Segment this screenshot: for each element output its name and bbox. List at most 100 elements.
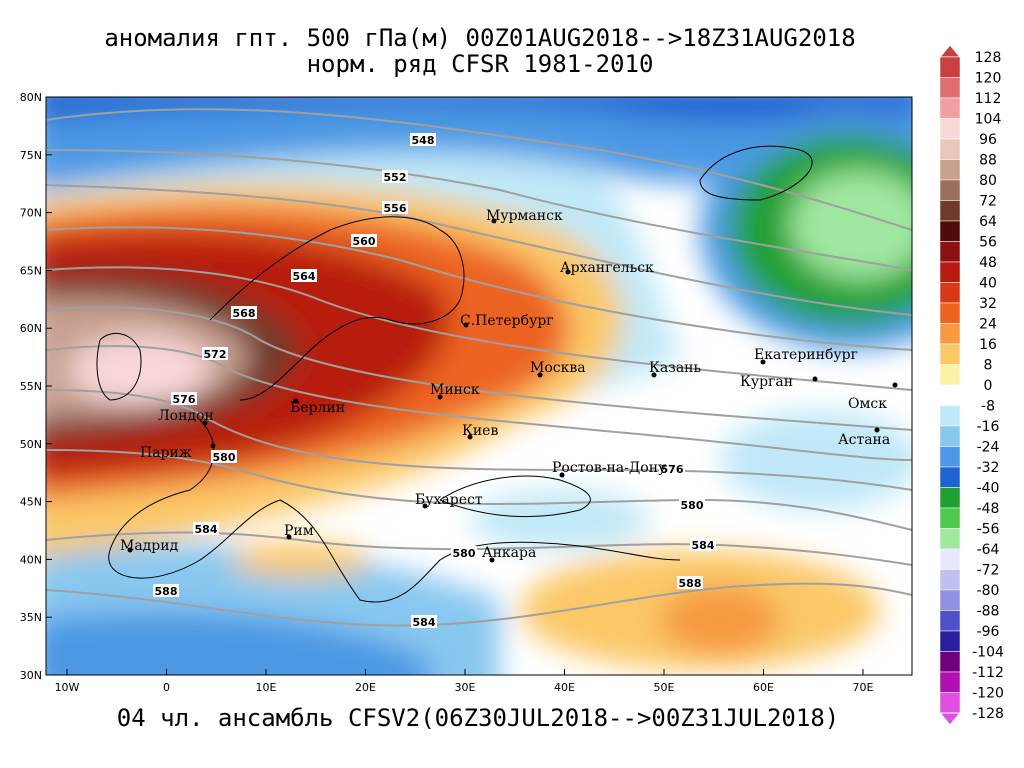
colorbar-label: 80 xyxy=(979,173,997,189)
city-label: Екатеринбург xyxy=(754,347,858,363)
lat-label: 70N xyxy=(20,207,42,220)
colorbar-label: -48 xyxy=(977,501,1000,517)
colorbar-label: -96 xyxy=(977,624,1000,640)
colorbar-label: 72 xyxy=(979,194,997,210)
city-dot xyxy=(874,427,880,433)
colorbar-label: 16 xyxy=(979,337,997,353)
colorbar-arrow-bottom xyxy=(938,712,962,726)
contour-label: 576 xyxy=(173,393,196,406)
colorbar-swatch xyxy=(939,282,961,304)
lon-label: 20E xyxy=(355,681,376,694)
city-dot xyxy=(537,372,543,378)
city-label: Мадрид xyxy=(120,538,179,554)
contour-label-bg xyxy=(451,546,477,559)
city-label: Киев xyxy=(462,423,498,439)
lat-label: 80N xyxy=(20,91,42,104)
colorbar-label: -120 xyxy=(972,686,1004,702)
city-label: Берлин xyxy=(290,400,345,416)
city-dot xyxy=(651,372,657,378)
contour-label-bg xyxy=(211,450,237,463)
lat-label: 45N xyxy=(20,496,42,509)
contour-label: 548 xyxy=(412,134,435,147)
colorbar-label: 48 xyxy=(979,255,997,271)
city-dot xyxy=(892,382,898,388)
city-dot xyxy=(437,394,443,400)
contour-label: 584 xyxy=(195,523,218,536)
lat-label: 50N xyxy=(20,438,42,451)
city-label: Ростов-на-Дону xyxy=(552,460,667,476)
colorbar-label: -112 xyxy=(972,665,1004,681)
city-label: Курган xyxy=(740,374,793,390)
contour-label: 560 xyxy=(353,235,376,248)
colorbar-label: 128 xyxy=(975,50,1002,66)
colorbar-label: 104 xyxy=(975,112,1002,128)
contour-label-bg xyxy=(193,522,219,535)
colorbar-label: -104 xyxy=(972,645,1004,661)
city-dot xyxy=(293,398,299,404)
footer: 04 чл. ансамбль CFSV2(06Z30JUL2018-->00Z… xyxy=(117,704,839,732)
city-label: Мурманск xyxy=(486,208,563,224)
lon-label: 10W xyxy=(55,681,80,694)
city-label: Париж xyxy=(140,445,192,461)
colorbar-label: 8 xyxy=(984,358,993,374)
colorbar-swatch xyxy=(939,671,961,693)
contour-label: 564 xyxy=(293,270,316,283)
colorbar-label: 32 xyxy=(979,296,997,312)
colorbar-swatch xyxy=(939,77,961,99)
city-dot xyxy=(210,443,216,449)
contour-label-bg xyxy=(677,576,703,589)
colorbar-label: -56 xyxy=(977,522,1000,538)
map-field xyxy=(46,97,912,675)
city-dot xyxy=(286,534,292,540)
colorbar-swatch xyxy=(939,384,961,406)
contour-label-bg xyxy=(411,615,437,628)
lon-label: 0 xyxy=(163,681,170,694)
contour-label: 588 xyxy=(679,577,702,590)
colorbar-label: 112 xyxy=(975,91,1002,107)
colorbar-swatch xyxy=(939,589,961,611)
lat-label: 35N xyxy=(20,611,42,624)
contour-label-bg xyxy=(679,498,705,511)
colorbar-label: -16 xyxy=(977,419,1000,435)
city-label: Лондон xyxy=(158,408,214,424)
city-label: Москва xyxy=(530,360,586,376)
colorbar-swatch xyxy=(939,241,961,263)
lat-label: 65N xyxy=(20,264,42,277)
title: аномалия гпт. 500 гПа(м) 00Z01AUG2018-->… xyxy=(104,24,855,52)
colorbar-swatch xyxy=(939,343,961,365)
colorbar-swatch xyxy=(939,364,961,386)
colorbar-swatch xyxy=(939,302,961,324)
colorbar-swatch xyxy=(939,528,961,550)
city-dot xyxy=(559,472,565,478)
colorbar-swatch xyxy=(939,179,961,201)
colorbar-label: 56 xyxy=(979,235,997,251)
contour-label-bg xyxy=(171,392,197,405)
contour-label-bg xyxy=(153,584,179,597)
colorbar-swatch xyxy=(939,220,961,242)
colorbar-arrow-top xyxy=(938,44,962,58)
colorbar-swatch xyxy=(939,261,961,283)
lon-label: 70E xyxy=(853,681,874,694)
colorbar-swatch xyxy=(939,200,961,222)
contour-label-bg xyxy=(382,201,408,214)
city-label: Рим xyxy=(284,523,314,539)
city-dot xyxy=(127,547,133,553)
colorbar-label: -128 xyxy=(972,706,1004,722)
lat-label: 40N xyxy=(20,553,42,566)
colorbar-label: 120 xyxy=(975,71,1002,87)
contour-label: 580 xyxy=(681,499,704,512)
contour-label: 580 xyxy=(213,451,236,464)
colorbar-swatch xyxy=(939,56,961,78)
colorbar-label: -8 xyxy=(981,399,995,415)
colorbar-swatch xyxy=(939,446,961,468)
contour-label: 556 xyxy=(384,202,407,215)
contour-label: 572 xyxy=(204,348,227,361)
colorbar-swatch xyxy=(939,405,961,427)
contour-label: 584 xyxy=(692,539,715,552)
colorbar-swatch xyxy=(939,138,961,160)
city-dot xyxy=(760,359,766,365)
lat-label: 75N xyxy=(20,149,42,162)
colorbar-label: 64 xyxy=(979,214,997,230)
contour-label-bg xyxy=(202,347,228,360)
